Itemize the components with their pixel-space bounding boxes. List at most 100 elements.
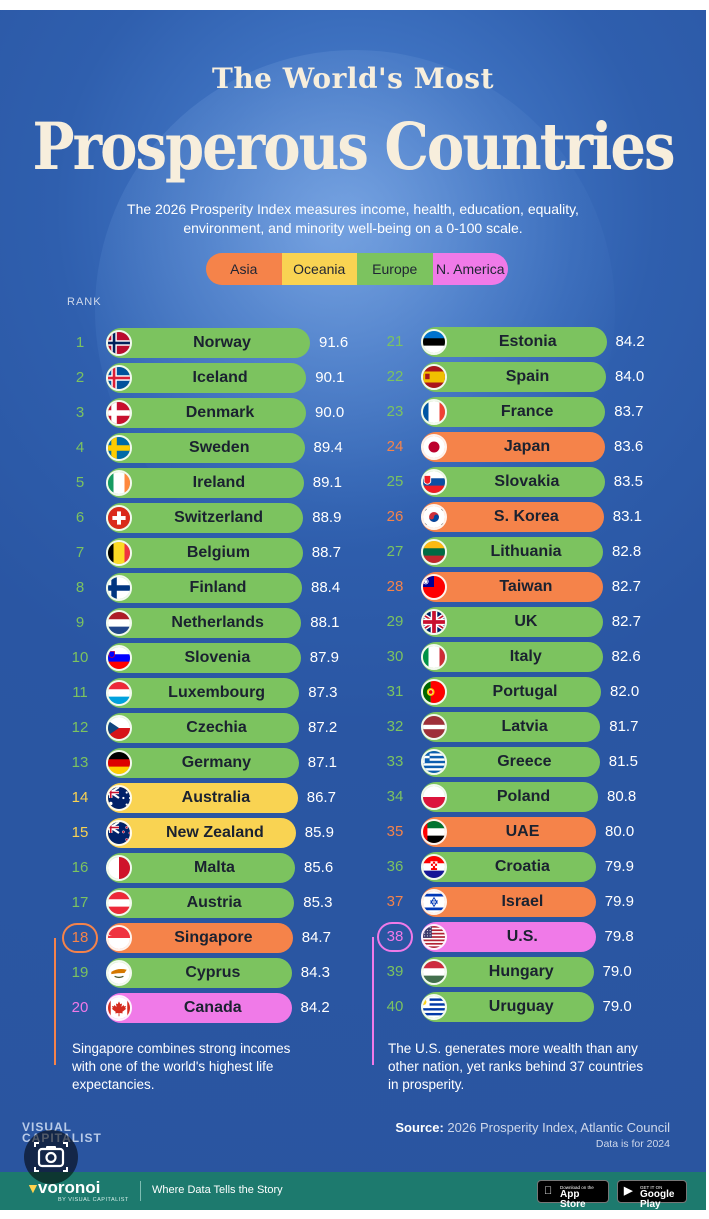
country-row: 5 Ireland 89.1 [0, 468, 706, 498]
score-label: 84.0 [615, 368, 645, 385]
country-bar: Switzerland [106, 503, 304, 533]
rank-number: 36 [386, 858, 404, 875]
rank-number: 14 [71, 789, 89, 806]
slovakia-flag-icon [421, 469, 447, 495]
country-row: 11 Luxembourg 87.3 [0, 678, 706, 708]
israel-flag-icon [421, 889, 447, 915]
country-bar: Italy [421, 642, 603, 672]
rank-number: 17 [71, 894, 89, 911]
rank-number: 8 [75, 579, 85, 596]
score-label: 81.7 [609, 718, 639, 735]
score-label: 87.2 [308, 719, 338, 736]
app-store-small: Download on the [560, 1185, 594, 1190]
score-label: 83.5 [613, 473, 643, 490]
legend-asia: Asia [206, 253, 282, 285]
country-row: 3 Denmark 90.0 [0, 398, 706, 428]
footer-separator [140, 1181, 141, 1201]
netherlands-flag-icon [106, 610, 132, 636]
country-row: 10 Slovenia 87.9 [0, 643, 706, 673]
country-row: 8 Finland 88.4 [0, 573, 706, 603]
country-row: 27 Lithuania 82.8 [0, 537, 706, 567]
country-row: 39 Hungary 79.0 [0, 957, 706, 987]
portugal-flag-icon [421, 679, 447, 705]
score-label: 79.8 [604, 928, 634, 945]
country-bar: Sweden [106, 433, 305, 463]
data-note: Data is for 2024 [595, 1138, 670, 1150]
rank-number: 16 [71, 859, 89, 876]
country-row: 26 S. Korea 83.1 [0, 502, 706, 532]
country-row: 30 Italy 82.6 [0, 642, 706, 672]
japan-flag-icon [421, 434, 447, 460]
score-label: 88.1 [310, 614, 340, 631]
country-row: 40 Uruguay 79.0 [0, 992, 706, 1022]
estonia-flag-icon [421, 329, 447, 355]
score-label: 79.9 [604, 893, 634, 910]
vc-logo-line1: VISUAL [22, 1120, 73, 1134]
score-label: 82.0 [610, 683, 640, 700]
spain-flag-icon [421, 364, 447, 390]
rank-number: 27 [386, 543, 404, 560]
country-bar: Taiwan [421, 572, 603, 602]
google-play-label: Google Play [640, 1189, 675, 1210]
country-bar: Lithuania [421, 537, 603, 567]
country-bar: Ireland [106, 468, 304, 498]
country-row: 19 Cyprus 84.3 [0, 958, 706, 988]
iceland-flag-icon [106, 365, 132, 391]
score-label: 87.1 [307, 754, 337, 771]
score-label: 83.6 [614, 438, 644, 455]
rank-number: 30 [386, 648, 404, 665]
rank-number: 10 [71, 649, 89, 666]
taiwan-flag-icon [421, 574, 447, 600]
country-bar: Iceland [106, 363, 307, 393]
australia-flag-icon [106, 785, 132, 811]
voronoi-logo-icon: ▼ [26, 1180, 40, 1196]
country-bar: Norway [106, 328, 310, 358]
rank-number: 13 [71, 754, 89, 771]
rank-number: 35 [386, 823, 404, 840]
country-bar: S. Korea [421, 502, 604, 532]
country-row: 4 Sweden 89.4 [0, 433, 706, 463]
rank-number: 22 [386, 368, 404, 385]
switzerland-flag-icon [106, 505, 132, 531]
score-label: 90.0 [315, 404, 345, 421]
rank-number: 33 [386, 753, 404, 770]
country-row: 15 New Zealand 85.9 [0, 818, 706, 848]
country-bar: UK [421, 607, 603, 637]
rank-number: 6 [75, 509, 85, 526]
rank-number: 32 [386, 718, 404, 735]
country-bar: Finland [106, 573, 302, 603]
app-store-label: App Store [560, 1189, 586, 1210]
camera-search-icon[interactable] [24, 1130, 78, 1184]
score-label: 88.4 [311, 579, 341, 596]
rank-number: 9 [75, 614, 85, 631]
rank-number: 3 [75, 404, 85, 421]
country-row: 12 Czechia 87.2 [0, 713, 706, 743]
source-text: 2026 Prosperity Index, Atlantic Council [447, 1120, 670, 1135]
country-row: 18 Singapore 84.7 [0, 923, 706, 953]
app-store-button[interactable]:  Download on the App Store [537, 1180, 609, 1210]
luxembourg-flag-icon [106, 680, 132, 706]
score-label: 84.7 [301, 929, 331, 946]
uae-flag-icon [421, 819, 447, 845]
singapore-flag-icon [106, 925, 132, 951]
country-row: 34 Poland 80.8 [0, 782, 706, 812]
score-label: 83.1 [612, 508, 642, 525]
score-label: 84.2 [615, 333, 645, 350]
rank-number: 40 [386, 998, 404, 1015]
google-play-button[interactable]: ▶ GET IT ON Google Play [617, 1180, 687, 1210]
singapore-callout-line [54, 938, 56, 1065]
score-label: 88.7 [311, 544, 341, 561]
latvia-flag-icon [421, 714, 447, 740]
rank-highlight-ring [62, 923, 98, 953]
country-bar: Germany [106, 748, 299, 778]
rank-number: 7 [75, 544, 85, 561]
country-bar: UAE [421, 817, 596, 847]
score-label: 84.3 [300, 964, 330, 981]
norway-flag-icon [106, 330, 132, 356]
country-row: 1 Norway 91.6 [0, 328, 706, 358]
denmark-flag-icon [106, 400, 132, 426]
country-bar: Japan [421, 432, 605, 462]
source-label: Source: [395, 1120, 444, 1135]
country-row: 28 Taiwan 82.7 [0, 572, 706, 602]
germany-flag-icon [106, 750, 132, 776]
